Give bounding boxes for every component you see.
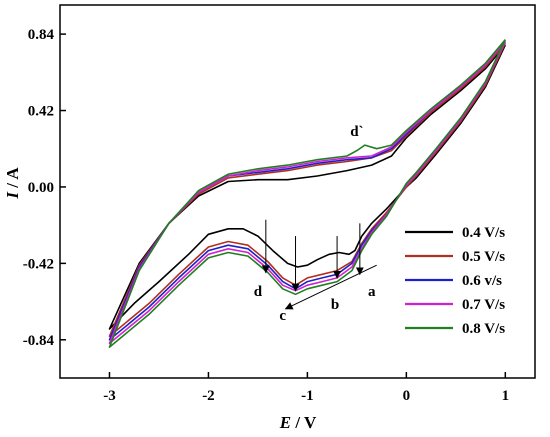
- series-line-4: [108, 40, 507, 345]
- series-layer: [108, 39, 507, 348]
- peak-label: c: [279, 308, 286, 324]
- legend: 0.4 V/s 0.5 V/s 0.6 v/s 0.7 V/s 0.8 V/s: [405, 225, 505, 337]
- legend-label: 0.6 v/s: [462, 273, 502, 289]
- legend-label: 0.7 V/s: [462, 297, 505, 313]
- y-tick-label: -0.42: [23, 256, 54, 272]
- series-line-5: [108, 39, 507, 348]
- legend-label: 0.5 V/s: [462, 249, 505, 265]
- legend-label: 0.8 V/s: [462, 321, 505, 337]
- peak-label: a: [368, 284, 376, 300]
- x-axis-title: E / V: [279, 413, 317, 432]
- axes-layer: -3 -2 -1 0 1 -0.84 -0.42 0.00 0.42 0.84: [23, 4, 536, 404]
- y-tick-label: -0.84: [23, 333, 55, 349]
- x-tick-label: -3: [103, 388, 116, 404]
- x-tick-label: 1: [502, 388, 510, 404]
- peak-label: d`: [350, 124, 363, 140]
- y-tick-label: 0.42: [28, 104, 54, 120]
- plot-frame: [59, 4, 536, 379]
- y-tick-label: 0.00: [28, 180, 54, 196]
- x-tick-label: 0: [403, 388, 411, 404]
- y-axis-title: I / A: [3, 167, 22, 200]
- x-tick-label: -2: [202, 388, 215, 404]
- peak-label: b: [331, 297, 339, 313]
- annotation-layer: d` dc b a: [254, 124, 377, 324]
- x-tick-label: -1: [301, 388, 314, 404]
- legend-label: 0.4 V/s: [462, 225, 505, 241]
- peak-label: d: [254, 284, 263, 300]
- series-line-1: [108, 44, 507, 330]
- shift-trend-arrow: [284, 264, 377, 310]
- y-tick-label: 0.84: [28, 27, 55, 43]
